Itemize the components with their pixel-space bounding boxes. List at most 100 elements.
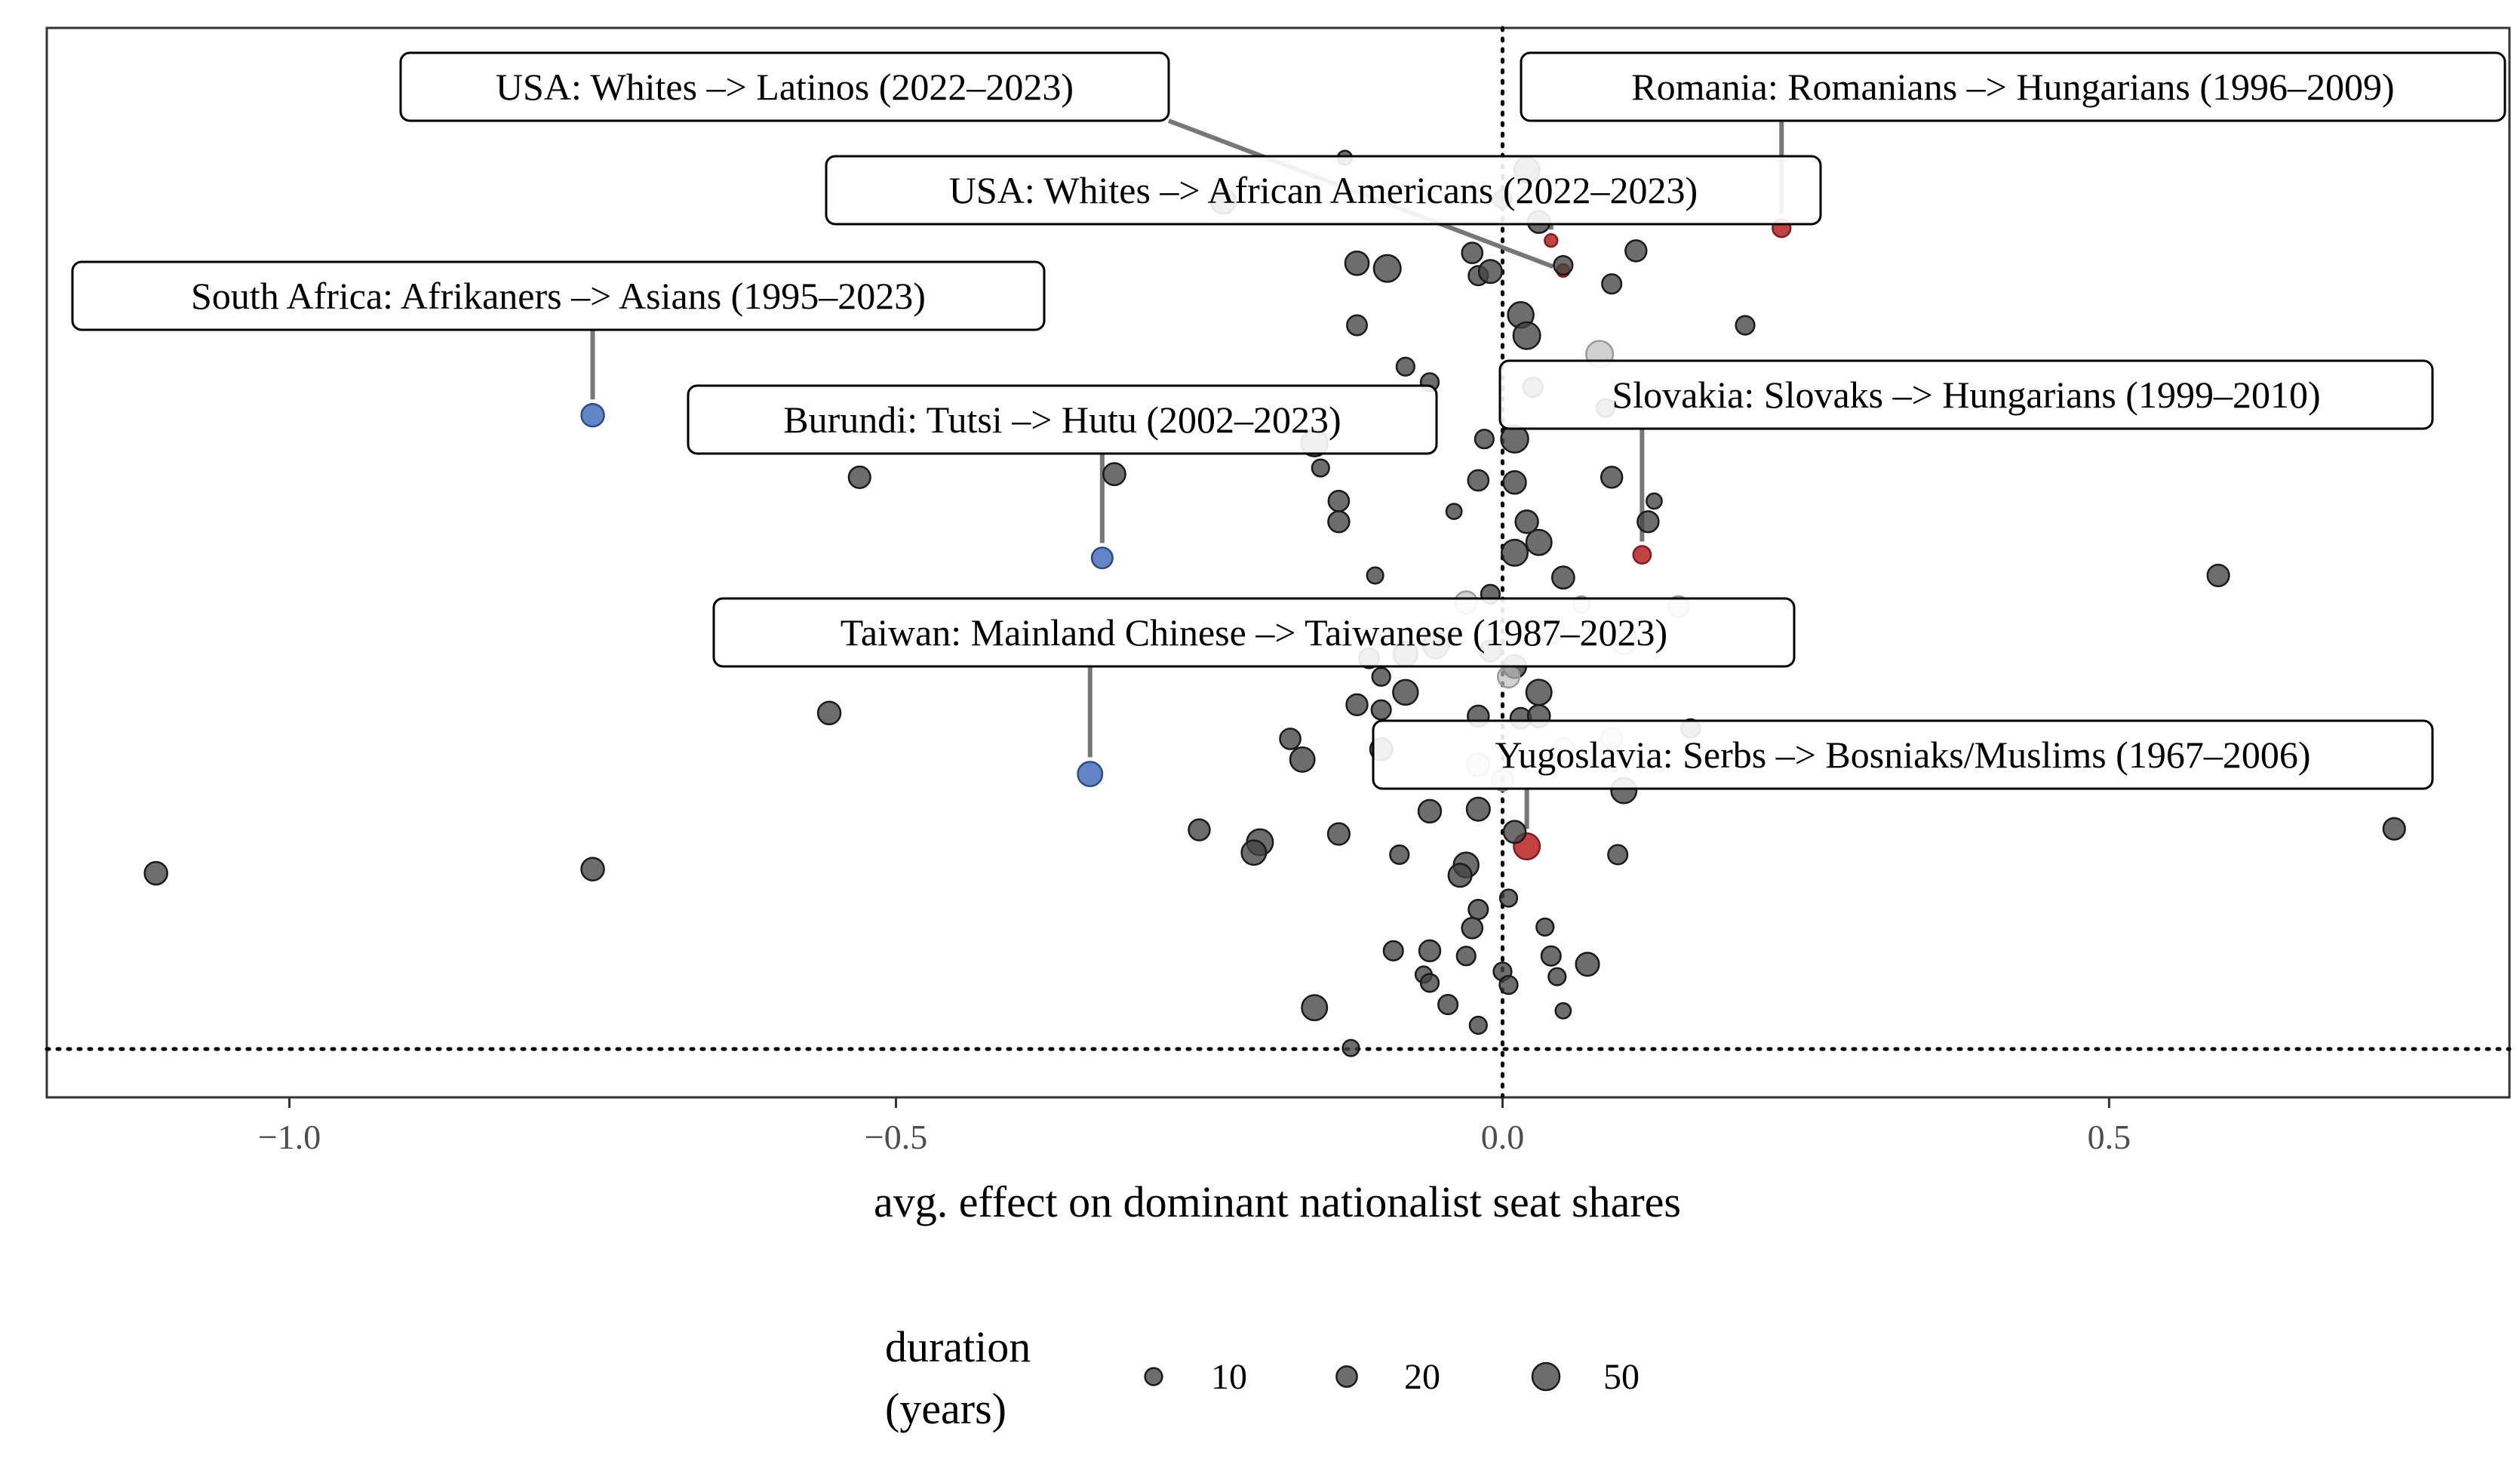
scatter-point — [1437, 994, 1459, 1016]
scatter-point — [1468, 1015, 1488, 1035]
legend-entries: 10 20 50 — [1144, 1357, 1640, 1397]
annotation-box — [399, 51, 1170, 122]
scatter-point — [1418, 939, 1442, 963]
scatter-point — [1389, 844, 1410, 866]
x-tick-label: 0.5 — [2088, 1118, 2131, 1156]
scatter-point — [1554, 1001, 1572, 1020]
scatter-point — [143, 860, 168, 886]
annotation-labels: USA: Whites –> Latinos (2022–2023) Romani… — [71, 51, 2506, 790]
legend-key — [1335, 1365, 1358, 1388]
scatter-point — [1502, 820, 1527, 845]
scatter-point — [2382, 817, 2406, 841]
scatter-point — [1392, 678, 1419, 706]
x-tick-label: 0.0 — [1481, 1118, 1525, 1156]
scatter-point — [1301, 994, 1329, 1022]
scatter-point — [580, 402, 605, 428]
scatter-point — [1090, 546, 1114, 570]
scatter-point — [1498, 974, 1519, 995]
scatter-point — [1461, 916, 1484, 940]
scatter-point — [1525, 528, 1553, 556]
legend-title-line2: (years) — [885, 1384, 1006, 1433]
scatter-point — [1461, 242, 1484, 264]
scatter-point — [1447, 863, 1473, 888]
x-axis: −1.0 −0.5 0.0 0.5 — [258, 1097, 2131, 1156]
scatter-point — [1445, 503, 1463, 521]
legend-key — [1144, 1367, 1163, 1386]
scatter-point — [1465, 796, 1491, 822]
annotation-box — [712, 597, 1796, 668]
scatter-point — [1370, 699, 1392, 721]
legend: duration (years) 10 20 50 — [885, 1322, 1640, 1433]
annotation-label: Burundi: Tutsi –> Hutu (2002–2023) — [783, 398, 1341, 441]
scatter-point — [1467, 469, 1490, 492]
scatter-point — [816, 700, 842, 725]
scatter-point — [1547, 967, 1567, 986]
scatter-point — [1341, 1038, 1360, 1057]
scatter-point — [847, 465, 871, 489]
legend-label: 50 — [1603, 1357, 1640, 1397]
scatter-point — [1600, 466, 1624, 489]
scatter-point — [1371, 666, 1391, 687]
legend-label: 20 — [1404, 1357, 1440, 1397]
scatter-point — [1344, 250, 1370, 276]
annotation-label: South Africa: Afrikaners –> Asians (1995… — [191, 275, 926, 317]
scatter-point — [1346, 314, 1368, 337]
scatter-point — [1544, 233, 1559, 248]
annotation-box — [825, 155, 1822, 226]
scatter-point — [1455, 946, 1477, 967]
scatter-point — [1502, 470, 1527, 495]
scatter-point — [1327, 510, 1351, 534]
scatter-point — [1102, 462, 1126, 487]
scatter-point — [1550, 565, 1575, 590]
scatter-point — [1474, 429, 1495, 450]
scatter-point — [1289, 746, 1316, 773]
annotation-box — [1372, 719, 2434, 790]
scatter-point — [1419, 973, 1440, 993]
annotation-box — [687, 384, 1438, 455]
scatter-point — [1607, 844, 1629, 866]
scatter-point — [1240, 839, 1268, 866]
annotation-box — [71, 260, 1046, 331]
annotation-label: USA: Whites –> African Americans (2022–2… — [949, 169, 1698, 211]
legend-key — [1531, 1361, 1561, 1392]
scatter-point — [1514, 509, 1539, 534]
scatter-point — [1417, 798, 1443, 824]
scatter-point — [1077, 761, 1104, 788]
annotation-label: Romania: Romanians –> Hungarians (1996–2… — [1631, 66, 2394, 108]
scatter-point — [1735, 315, 1756, 336]
annotation-label: Taiwan: Mainland Chinese –> Taiwanese (1… — [841, 611, 1667, 654]
annotation-label: USA: Whites –> Latinos (2022–2023) — [496, 66, 1074, 108]
scatter-point — [1326, 822, 1351, 846]
scatter-point — [1366, 566, 1384, 585]
scatter-point — [1512, 321, 1541, 350]
scatter-point — [1279, 728, 1301, 750]
scatter-point — [1501, 538, 1529, 567]
scatter-point — [1496, 665, 1521, 689]
scatter-point — [580, 857, 605, 881]
scatter-point — [1372, 254, 1402, 283]
annotation-label: Slovakia: Slovaks –> Hungarians (1999–20… — [1612, 374, 2320, 416]
annotation-box — [1498, 359, 2434, 430]
scatter-point — [1540, 945, 1562, 967]
scatter-point — [1477, 259, 1503, 285]
scatter-point — [1535, 917, 1555, 937]
scatter-point — [1601, 273, 1623, 295]
scatter-point — [1327, 490, 1351, 512]
scatter-point — [1636, 510, 1660, 534]
scatter-point — [2206, 563, 2230, 588]
scatter-point — [1345, 693, 1369, 716]
annotation-box — [1520, 51, 2506, 122]
scatter-point — [1525, 678, 1553, 706]
scatter-point — [1624, 239, 1648, 263]
scatter-point — [1632, 545, 1652, 565]
legend-title-line1: duration — [885, 1322, 1031, 1371]
scatter-point — [1188, 818, 1211, 841]
scatter-point — [1646, 492, 1663, 510]
scatter-point — [1382, 940, 1404, 961]
annotation-label: Yugoslavia: Serbs –> Bosniaks/Muslims (1… — [1495, 734, 2311, 776]
scatter-point — [1575, 952, 1600, 977]
scatter-point — [1311, 458, 1330, 478]
legend-label: 10 — [1211, 1357, 1247, 1397]
x-tick-label: −1.0 — [258, 1118, 321, 1156]
